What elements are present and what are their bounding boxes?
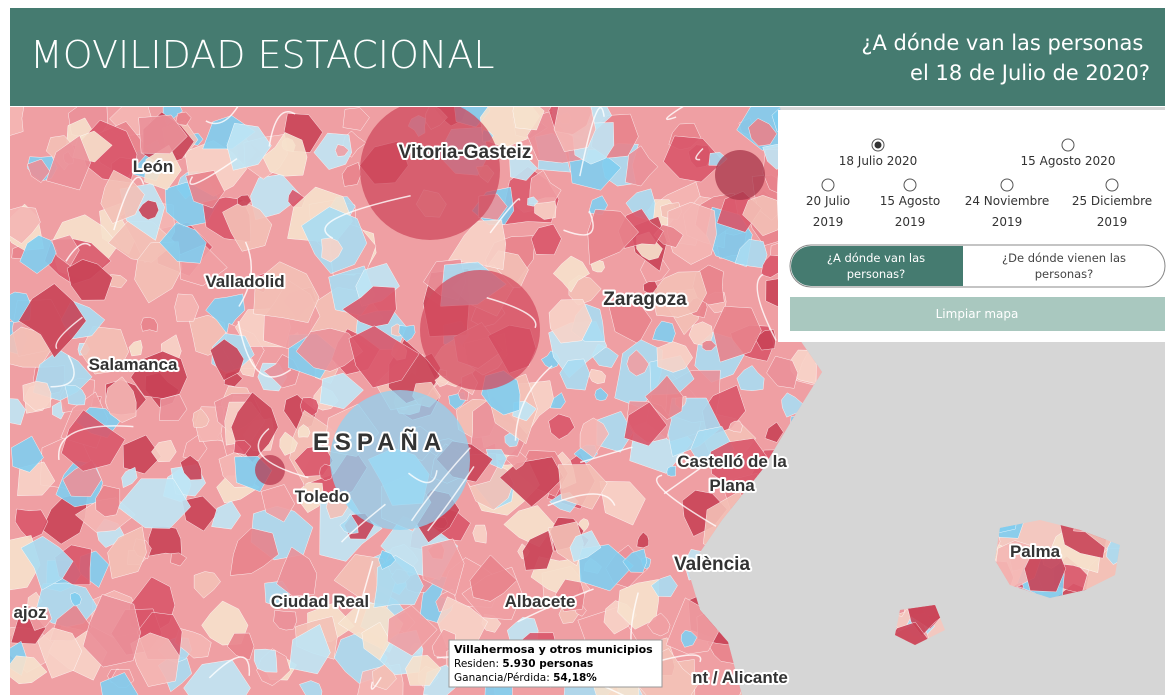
place-label-line: Albacete [505, 592, 576, 611]
region [255, 455, 285, 485]
place-label: Vitoria-Gasteiz [399, 142, 532, 163]
place-label: Zaragoza [603, 289, 687, 310]
place-label-line: Castelló de la [677, 452, 787, 471]
tooltip-key: Ganancia/Pérdida: [454, 672, 550, 684]
place-label-line: León [133, 157, 174, 176]
date-option-line[interactable]: 24 Noviembre [965, 194, 1050, 208]
toggle-option-line[interactable]: personas? [1035, 267, 1094, 281]
place-label: Palma [1010, 542, 1061, 561]
place-label: Valladolid [205, 272, 284, 291]
title: MOVILIDAD ESTACIONAL [30, 33, 495, 77]
region [715, 150, 765, 200]
toggle-option-line[interactable]: ¿De dónde vienen las [1002, 251, 1126, 265]
subtitle-line: el 18 de Julio de 2020? [910, 61, 1150, 85]
radio[interactable] [1001, 179, 1013, 191]
clear-button-label[interactable]: Limpiar mapa [936, 307, 1019, 321]
date-option-line[interactable]: 20 Julio [806, 194, 850, 208]
place-label-line: Plana [709, 476, 755, 495]
municipality [148, 526, 181, 556]
place-label-line: Vitoria-Gasteiz [399, 142, 532, 163]
place-label-line: Zaragoza [603, 289, 687, 310]
date-option-line[interactable]: 2019 [992, 215, 1023, 229]
date-option[interactable]: 15 Agosto 2020 [1021, 154, 1116, 168]
date-option-line[interactable]: 25 Diciembre [1072, 194, 1152, 208]
tooltip-value: 5.930 personas [502, 658, 593, 670]
place-label: València [674, 554, 750, 575]
tooltip: Villahermosa y otros municipios Residen:… [449, 640, 662, 687]
place-label: nt / Alicante [692, 668, 788, 687]
place-label-line: València [674, 554, 750, 575]
date-option-line[interactable]: 15 Agosto 2020 [1021, 154, 1116, 168]
place-label: Salamanca [89, 355, 178, 374]
place-label-line: ajoz [13, 603, 46, 622]
subtitle-line: ¿A dónde van las personas [861, 31, 1143, 55]
place-label-line: Ciudad Real [271, 592, 369, 611]
tooltip-key: Residen: [454, 658, 499, 670]
place-label-line: Palma [1010, 542, 1061, 561]
place-label: León [133, 157, 174, 176]
date-option[interactable]: 18 Julio 2020 [839, 154, 918, 168]
tooltip-residents: Residen: 5.930 personas [454, 658, 593, 670]
place-label-line: Valladolid [205, 272, 284, 291]
region [360, 100, 500, 240]
radio[interactable] [1062, 139, 1074, 151]
tooltip-change: Ganancia/Pérdida: 54,18% [454, 672, 597, 684]
page: MOVILIDAD ESTACIONAL ¿A dónde van las pe… [0, 0, 1174, 695]
toggle-option-line[interactable]: personas? [847, 267, 906, 281]
date-option-line[interactable]: 2019 [813, 215, 844, 229]
date-option-line[interactable]: 18 Julio 2020 [839, 154, 918, 168]
radio-dot[interactable] [875, 142, 882, 149]
place-label: Toledo [295, 487, 349, 506]
municipality [141, 317, 158, 331]
place-label-line: nt / Alicante [692, 668, 788, 687]
radio[interactable] [822, 179, 834, 191]
place-label-line: Toledo [295, 487, 349, 506]
tooltip-name: Villahermosa y otros municipios [454, 643, 653, 656]
place-label: Ciudad Real [271, 592, 369, 611]
radio[interactable] [1106, 179, 1118, 191]
date-option-line[interactable]: 2019 [895, 215, 926, 229]
place-label: Albacete [505, 592, 576, 611]
place-label: ajoz [13, 603, 46, 622]
region [330, 390, 470, 530]
toggle-option-line[interactable]: ¿A dónde van las [827, 251, 925, 265]
place-label-line: ESPAÑA [313, 428, 447, 456]
municipality [254, 649, 277, 672]
region [420, 270, 540, 390]
date-option-line[interactable]: 2019 [1097, 215, 1128, 229]
place-label: ESPAÑA [313, 428, 447, 456]
tooltip-value: 54,18% [553, 672, 597, 684]
date-option-line[interactable]: 15 Agosto [880, 194, 941, 208]
control-panel: Limpiar mapa 18 Julio 2020 15 Agosto 2020… [778, 110, 1165, 342]
place-label-line: Salamanca [89, 355, 178, 374]
radio[interactable] [904, 179, 916, 191]
